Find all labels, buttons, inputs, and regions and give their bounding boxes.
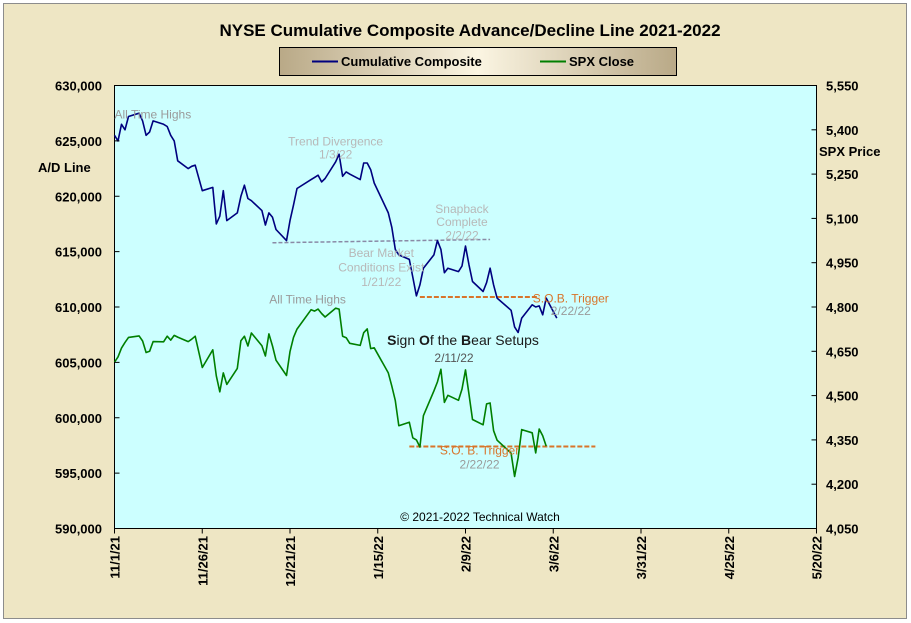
setup-date: 2/11/22 [434,351,473,365]
setup-label: Sign Of the Bear Setups [387,332,539,348]
annotation-label: 2/2/22 [445,228,479,242]
reference-line-divergence [272,238,491,244]
annotation-label: Conditions Exist [338,261,425,275]
y-tick-label: 590,000 [55,522,102,537]
y-tick-label: 600,000 [55,411,102,426]
y-tick-label: 630,000 [55,79,102,94]
y2-tick-label: 4,650 [826,344,859,359]
legend: Cumulative Composite SPX Close [279,47,677,76]
x-tick-label: 12/21/21 [283,536,298,587]
y2-tick-label: 4,350 [826,433,859,448]
y-axis-label: A/D Line [38,160,91,175]
y2-axis: 5,550 5,400 5,250 5,100 4,950 4,800 4,650 4,500… [811,79,859,537]
y-tick-label: 615,000 [55,245,102,260]
y-tick-label: 625,000 [55,134,102,149]
annotation-label: Snapback [435,202,489,216]
y-tick-label: 595,000 [55,466,102,481]
annotation-label: Complete [436,215,488,229]
y-tick-label: 620,000 [55,189,102,204]
reference-lines [272,238,596,448]
annotation-label: Trend Divergence [288,134,383,148]
annotation-label: All Time Highs [269,293,346,307]
y2-tick-label: 5,550 [826,79,859,94]
setup-label-part: O [419,332,430,348]
y-tick-label: 610,000 [55,300,102,315]
legend-label-composite: Cumulative Composite [341,54,482,69]
annotation-label: 1/3/22 [319,148,353,162]
x-tick-label: 2/9/22 [459,536,474,572]
x-tick-label: 3/6/22 [546,536,561,572]
annotation-label: 2/22/22 [551,304,591,318]
x-tick-label: 5/20/22 [810,536,825,579]
annotation-label: 1/21/22 [361,275,401,289]
y2-tick-label: 5,100 [826,211,859,226]
x-tick-label: 11/1/21 [108,536,123,579]
plot-area [114,85,817,529]
setup-label-part: f the [430,332,461,348]
annotation-label: S.O. B. Trigger [440,443,519,457]
y2-tick-label: 5,400 [826,123,859,138]
y2-tick-label: 4,050 [826,522,859,537]
setup-label-part: ear Setups [471,332,539,348]
x-axis: 11/1/21 11/26/21 12/21/21 1/15/22 2/9/22 3/6/… [108,528,825,587]
legend-label-spx: SPX Close [569,54,634,69]
setup-label-part: S [387,332,396,348]
y2-axis-label: SPX Price [819,144,880,159]
legend-box [279,47,677,76]
setup-label-part: ign [396,332,419,348]
credit-label: © 2021-2022 Technical Watch [400,510,560,524]
x-tick-label: 11/26/21 [195,536,210,586]
series-layer [113,112,558,478]
y2-tick-label: 4,800 [826,300,859,315]
series-line-composite [113,112,558,334]
y-axis: 630,000 625,000 620,000 615,000 610,000 605,0… [55,79,120,537]
x-tick-label: 1/15/22 [371,536,386,579]
annotation-label: All Time Highs [115,108,192,122]
chart-title: NYSE Cumulative Composite Advance/Declin… [219,21,720,40]
setup-label-part: B [461,332,471,348]
annotation-label: 2/22/22 [460,458,500,472]
y2-tick-label: 5,250 [826,167,859,182]
x-tick-label: 3/31/22 [634,536,649,579]
y2-tick-label: 4,200 [826,477,859,492]
annotation-label: S.O.B. Trigger [533,292,609,306]
y-tick-label: 605,000 [55,355,102,370]
y2-tick-label: 4,500 [826,389,859,404]
series-line-spx [113,307,547,478]
x-tick-label: 4/25/22 [722,536,737,579]
y2-tick-label: 4,950 [826,256,859,271]
annotation-label: Bear Market [349,246,415,260]
